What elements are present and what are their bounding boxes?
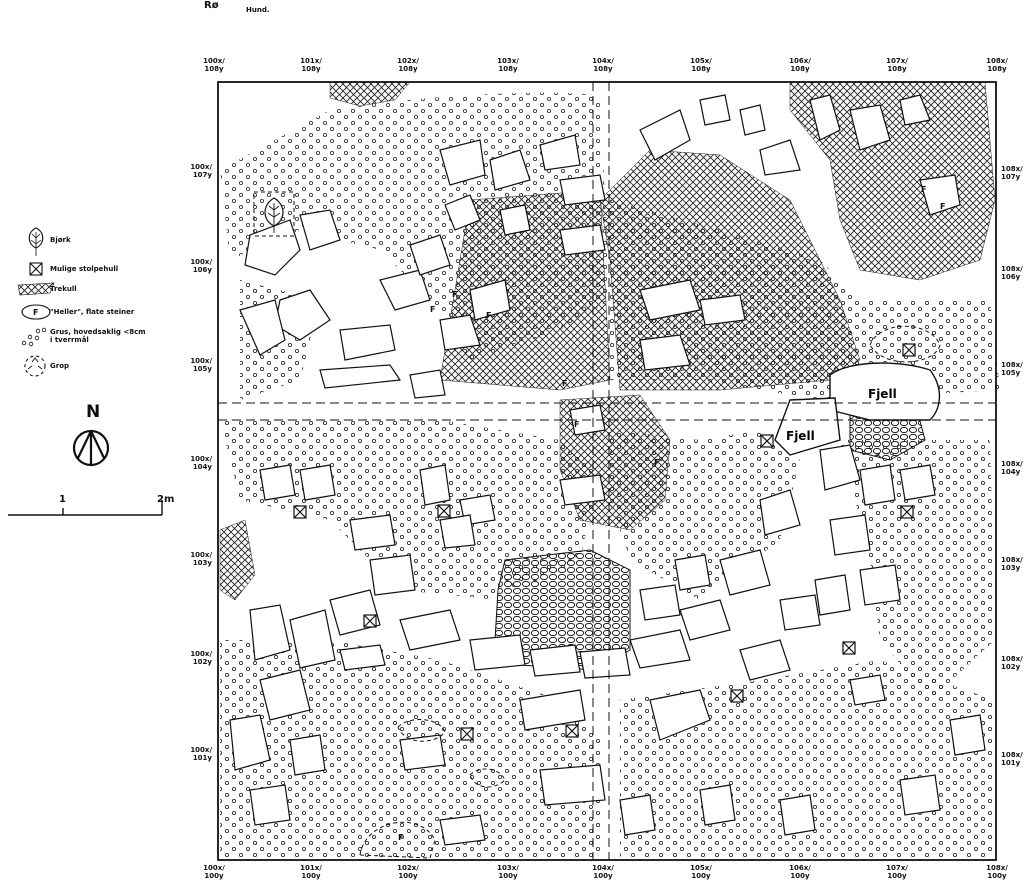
legend-item-gravel: Grus, hovedsaklig <8cm i tverrmål	[16, 328, 150, 344]
legend-label: Trekull	[50, 285, 77, 293]
grid-label-right: 108x/107y	[1001, 165, 1023, 181]
grid-label-bottom: 102x/100y	[397, 864, 419, 880]
legend-label: "Heller", flate steiner	[50, 308, 135, 316]
charcoal-hatch-icon	[17, 282, 55, 296]
grid-label-top: 102x/108y	[397, 57, 419, 73]
grid-label-right: 108x/103y	[1001, 556, 1023, 572]
grid-label-bottom: 105x/100y	[690, 864, 712, 880]
legend-item-pit: Grop	[16, 362, 69, 376]
scale-bar	[8, 500, 163, 516]
grid-label-top: 105x/108y	[690, 57, 712, 73]
fjell-label: Fjell	[868, 387, 897, 401]
f-mark: F	[430, 305, 435, 314]
legend-label: Bjørk	[50, 236, 71, 244]
flat-stone-icon: F	[21, 304, 51, 320]
pit-icon	[24, 355, 46, 377]
grid-label-right: 108x/106y	[1001, 265, 1023, 281]
north-label: N	[86, 402, 101, 422]
f-mark: F	[562, 379, 567, 388]
legend-item-post-hole: Mulige stolpehull	[16, 265, 118, 279]
grid-label-bottom: 107x/100y	[886, 864, 908, 880]
f-mark: F	[921, 185, 926, 194]
grid-label-top: 100x/108y	[203, 57, 225, 73]
sheet-sublabel: Hund.	[246, 6, 270, 14]
grid-label-top: 103x/108y	[497, 57, 519, 73]
grid-label-bottom: 101x/100y	[300, 864, 322, 880]
fjell-label: Fjell	[786, 429, 815, 443]
scale-label-2m: 2m	[157, 494, 175, 505]
grid-label-left: 100x/104y	[190, 455, 212, 471]
grid-label-bottom: 108x/100y	[986, 864, 1008, 880]
pits	[359, 325, 941, 859]
grid-label-left: 100x/106y	[190, 258, 212, 274]
legend-label: Mulige stolpehull	[50, 265, 119, 273]
grid-label-left: 100x/105y	[190, 357, 212, 373]
grid-label-top: 107x/108y	[886, 57, 908, 73]
flat-stone-marks: F F F F F F F F F	[398, 185, 945, 842]
grid-label-left: 100x/107y	[190, 163, 212, 179]
post-hole-icon	[29, 262, 43, 276]
f-mark: F	[452, 290, 457, 299]
grid-label-right: 108x/102y	[1001, 655, 1023, 671]
legend-item-charcoal: Trekull	[16, 285, 77, 299]
legend-label: Grop	[50, 362, 70, 370]
grid-label-bottom: 103x/100y	[497, 864, 519, 880]
sheet-label: Rø	[204, 0, 219, 11]
grid-label-left: 100x/102y	[190, 650, 212, 666]
grid-frame	[217, 81, 997, 861]
grid-label-left: 100x/103y	[190, 551, 212, 567]
grid-label-right: 108x/104y	[1001, 460, 1023, 476]
birch-tree-map	[253, 191, 295, 237]
legend-label: Grus, hovedsaklig <8cm i tverrmål	[50, 328, 146, 344]
grid-label-bottom: 104x/100y	[592, 864, 614, 880]
legend-symbols: F	[17, 227, 55, 377]
birch-tree-icon	[28, 227, 44, 256]
grid-label-bottom: 106x/100y	[789, 864, 811, 880]
grid-label-left: 100x/101y	[190, 746, 212, 762]
grid-label-bottom: 100x/100y	[203, 864, 225, 880]
f-mark: F	[486, 311, 491, 320]
legend-item-birch: Bjørk	[16, 236, 71, 250]
gravel-dots-icon	[21, 327, 47, 347]
north-arrow-icon	[72, 429, 110, 467]
f-mark: F	[574, 420, 579, 429]
f-mark: F	[398, 833, 403, 842]
grid-label-top: 108x/108y	[986, 57, 1008, 73]
grid-label-top: 101x/108y	[300, 57, 322, 73]
grid-label-right: 108x/105y	[1001, 361, 1023, 377]
f-mark: F	[654, 458, 659, 467]
post-holes	[293, 343, 916, 741]
legend-item-flat-stone: "Heller", flate steiner	[16, 308, 134, 322]
f-mark: F	[940, 202, 945, 211]
grid-label-top: 106x/108y	[789, 57, 811, 73]
stones	[229, 94, 986, 846]
grid-label-top: 104x/108y	[592, 57, 614, 73]
scale-label-1: 1	[59, 494, 66, 505]
grid-label-right: 108x/101y	[1001, 751, 1023, 767]
svg-text:F: F	[33, 308, 38, 317]
